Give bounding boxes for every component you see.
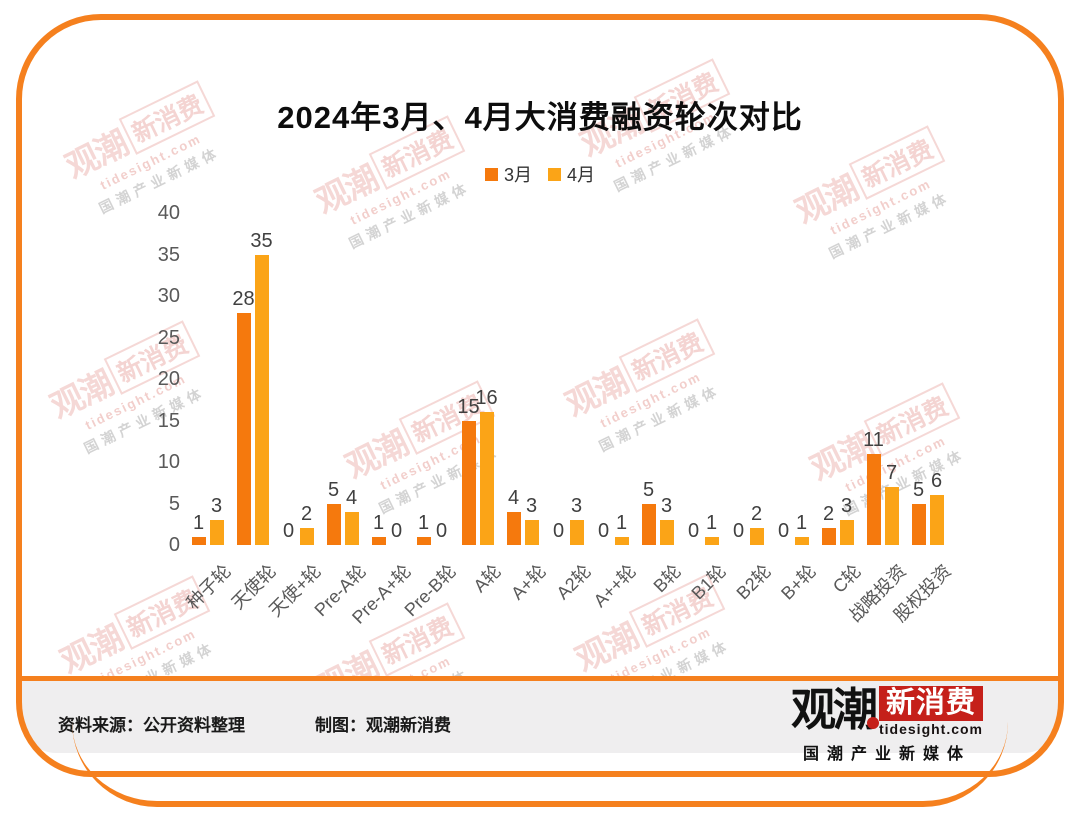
brand-logo: 观潮 新消费 tidesight.com 国潮产业新媒体 [757, 686, 1017, 764]
legend-swatch-april [548, 167, 561, 181]
bar-value-label: 4 [345, 486, 358, 509]
bar-value-label: 1 [417, 511, 430, 534]
brand-logo-domain: tidesight.com [879, 721, 984, 737]
footer-source-text: 资料来源：公开资料整理 [58, 716, 245, 735]
bar [191, 536, 206, 545]
bar [866, 453, 881, 545]
bar-value-label: 5 [912, 478, 925, 501]
chart-title: 2024年3月、4月大消费融资轮次对比 [277, 100, 803, 135]
bar [749, 528, 764, 545]
bar-value-label: 4 [507, 486, 520, 509]
brand-logo-row: 观潮 新消费 tidesight.com [757, 686, 1017, 737]
y-tick-label: 10 [157, 451, 180, 473]
brand-logo-right: 新消费 tidesight.com [879, 686, 984, 737]
bar [416, 536, 431, 545]
bar [821, 528, 836, 545]
bar-value-label: 3 [210, 495, 223, 518]
legend-item-march: 3月 [484, 161, 532, 187]
bar-value-label: 1 [705, 511, 718, 534]
bar-value-label: 0 [390, 520, 403, 542]
bar-value-label: 0 [732, 520, 745, 542]
legend-label-march: 3月 [503, 165, 532, 185]
y-tick-label: 20 [157, 368, 180, 390]
brand-logo-name-text: 观潮 [790, 684, 878, 735]
bar-value-label: 0 [687, 520, 700, 542]
bar [209, 520, 224, 545]
bar [704, 536, 719, 545]
bar [371, 536, 386, 545]
bar [794, 536, 809, 545]
bar-value-label: 7 [885, 461, 898, 484]
bar-value-label: 11 [863, 428, 884, 451]
bar-value-label: 1 [795, 511, 808, 534]
bar-value-label: 3 [570, 495, 583, 518]
bar [659, 520, 674, 545]
camera-lens-icon [867, 717, 879, 729]
bar-value-label: 2 [822, 503, 835, 526]
bar [911, 503, 926, 545]
bar-value-label: 5 [642, 478, 655, 501]
bar-value-label: 35 [250, 229, 273, 252]
y-tick-label: 40 [157, 202, 180, 224]
bar [344, 511, 359, 545]
chart-legend: 3月 4月 [0, 161, 1080, 187]
bar [569, 520, 584, 545]
brand-logo-name: 观潮 [790, 684, 879, 735]
bar-value-label: 28 [232, 287, 255, 310]
bar [929, 495, 944, 545]
y-tick-label: 35 [157, 243, 180, 266]
bar [326, 503, 341, 545]
bar [461, 420, 476, 545]
bar-value-label: 1 [192, 511, 205, 534]
bar-value-label: 0 [435, 520, 448, 542]
y-tick-label: 0 [168, 534, 180, 556]
bar [839, 520, 854, 545]
bar-value-label: 3 [525, 495, 538, 518]
bar-value-label: 1 [615, 511, 628, 534]
bar [236, 312, 251, 545]
bar-value-label: 15 [457, 395, 480, 418]
legend-label-april: 4月 [567, 165, 596, 185]
footer-credit-text: 制图：观潮新消费 [315, 716, 451, 735]
bar-value-label: 2 [300, 503, 313, 526]
y-tick-label: 25 [157, 326, 180, 349]
bar [524, 520, 539, 545]
bar-value-label: 0 [282, 520, 295, 542]
bar-value-label: 3 [660, 495, 673, 518]
legend-swatch-march [484, 167, 498, 181]
bar-value-label: 16 [475, 387, 498, 410]
bar-value-label: 2 [750, 503, 763, 526]
bar [641, 503, 656, 545]
bar-value-label: 5 [327, 478, 340, 501]
bar-value-label: 3 [840, 495, 853, 518]
bar-value-label: 1 [372, 511, 385, 534]
bar-value-label: 0 [597, 520, 610, 542]
brand-logo-boxed-name: 新消费 [879, 686, 984, 721]
bar [299, 528, 314, 545]
bar [614, 536, 629, 545]
bar-value-label: 0 [552, 520, 565, 542]
legend-item-april: 4月 [548, 161, 595, 187]
bar-value-label: 6 [930, 470, 943, 493]
bar [884, 486, 899, 545]
y-tick-label: 15 [157, 409, 180, 432]
footer-band: 资料来源：公开资料整理 制图：观潮新消费 观潮 新消费 tidesight.co… [22, 676, 1058, 763]
bar [506, 511, 521, 545]
y-tick-label: 5 [168, 492, 180, 515]
bar [479, 412, 494, 545]
bar-value-label: 0 [777, 520, 790, 542]
y-tick-label: 30 [157, 285, 180, 307]
bar [254, 254, 269, 545]
brand-logo-tagline: 国潮产业新媒体 [802, 746, 971, 763]
